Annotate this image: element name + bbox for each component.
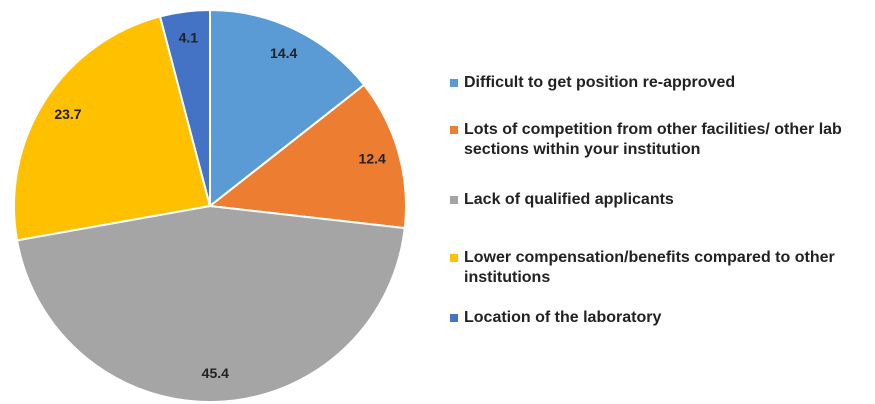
legend-item: Lots of competition from other facilitie… bbox=[450, 120, 870, 160]
pie-slice bbox=[158, 8, 211, 207]
legend-swatch bbox=[450, 79, 458, 87]
pie-slice bbox=[209, 8, 366, 209]
legend-label: Lots of competition from other facilitie… bbox=[464, 121, 842, 158]
pie-slice bbox=[207, 83, 407, 230]
legend-swatch bbox=[450, 314, 458, 322]
data-label: 4.1 bbox=[179, 30, 199, 46]
data-label: 45.4 bbox=[202, 365, 229, 381]
legend-label: Location of the laboratory bbox=[464, 309, 662, 326]
legend-label: Lower compensation/benefits compared to … bbox=[464, 249, 835, 286]
data-label: 12.4 bbox=[359, 151, 386, 167]
legend-swatch bbox=[450, 196, 458, 204]
data-label: 14.4 bbox=[270, 45, 297, 61]
legend-item: Difficult to get position re-approved bbox=[450, 73, 870, 93]
legend-item: Lack of qualified applicants bbox=[450, 190, 870, 210]
legend-item: Location of the laboratory bbox=[450, 308, 870, 328]
legend-swatch bbox=[450, 254, 458, 262]
legend-item: Lower compensation/benefits compared to … bbox=[450, 248, 870, 288]
data-label: 23.7 bbox=[54, 106, 81, 122]
pie-slice bbox=[15, 204, 406, 403]
legend-label: Lack of qualified applicants bbox=[464, 191, 674, 208]
legend-label: Difficult to get position re-approved bbox=[464, 74, 736, 91]
pie-slice bbox=[13, 15, 212, 242]
legend-swatch bbox=[450, 126, 458, 134]
